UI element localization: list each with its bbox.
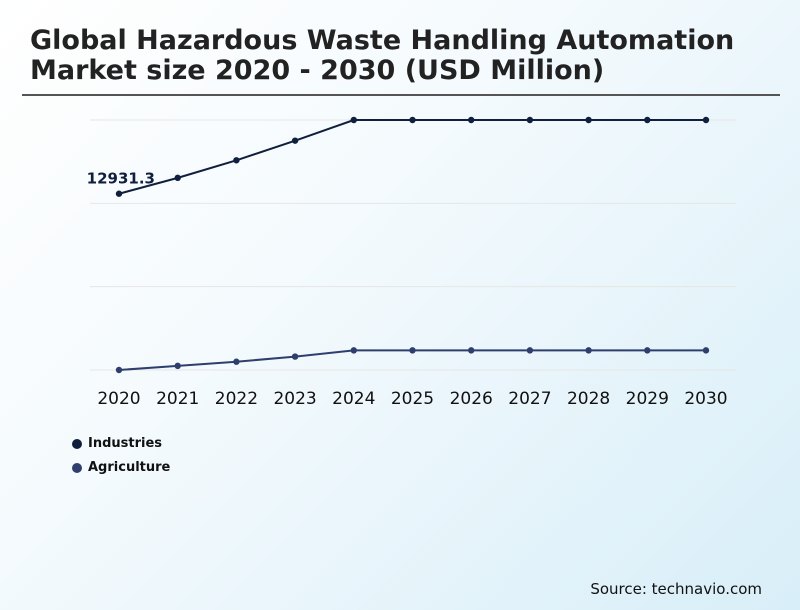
data-point: [526, 347, 534, 354]
x-tick-label: 2022: [215, 389, 258, 409]
x-tick-label: 2020: [97, 389, 140, 409]
data-point: [526, 116, 534, 124]
data-point: [644, 347, 651, 354]
x-tick-label: 2021: [156, 389, 199, 409]
data-point: [409, 347, 416, 354]
data-point: [233, 157, 240, 164]
x-tick-label: 2027: [508, 389, 551, 409]
data-point: [291, 137, 299, 144]
data-point: [585, 347, 592, 354]
x-tick-label: 2023: [273, 389, 316, 409]
data-point: [233, 358, 240, 365]
data-point: [409, 116, 416, 124]
data-point: [291, 353, 299, 360]
x-tick-label: 2025: [391, 389, 434, 409]
legend-marker-industries: [72, 438, 82, 449]
legend-item-agriculture[interactable]: Agriculture: [72, 460, 170, 475]
data-point: [468, 347, 475, 354]
data-point: [115, 190, 123, 197]
data-point: [174, 362, 181, 370]
source-note: Source: technavio.com: [590, 580, 762, 598]
title-divider: [22, 94, 780, 96]
data-point: [644, 116, 651, 124]
data-point: [174, 174, 181, 182]
data-point: [702, 116, 710, 124]
x-tick-label: 2029: [626, 389, 669, 409]
data-point: [468, 116, 475, 124]
x-tick-label: 2026: [450, 389, 493, 409]
legend-marker-agriculture: [72, 462, 82, 473]
legend-label-agriculture: Agriculture: [88, 460, 171, 475]
x-tick-label: 2024: [332, 389, 375, 409]
data-point: [585, 116, 592, 124]
legend-label-industries: Industries: [88, 436, 163, 451]
chart-title: Global Hazardous Waste Handling Automati…: [30, 25, 735, 86]
data-label: 12931.3: [87, 170, 155, 188]
x-tick-label: 2030: [684, 389, 727, 409]
legend-item-industries[interactable]: Industries: [72, 436, 162, 451]
x-tick-label: 2028: [567, 389, 610, 409]
data-point: [350, 347, 357, 354]
data-point: [350, 116, 357, 124]
data-point: [115, 366, 123, 374]
series-line-industries: [118, 119, 706, 195]
data-point: [702, 347, 710, 354]
